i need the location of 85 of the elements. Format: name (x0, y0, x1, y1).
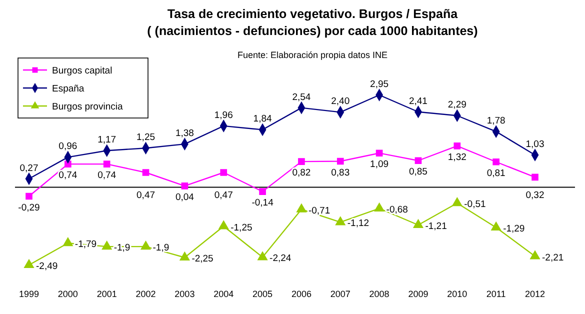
data-label: 1,38 (175, 128, 194, 140)
data-label: -1,29 (503, 224, 525, 234)
data-label: 2,41 (408, 96, 428, 107)
legend-label: Burgos capital (52, 66, 112, 76)
point (452, 198, 462, 206)
point (220, 169, 228, 176)
data-label: 0,74 (98, 170, 116, 182)
data-label: 0,83 (331, 167, 350, 178)
x-tick-label: 2010 (447, 289, 468, 299)
legend-label: Burgos provincia (52, 102, 124, 112)
point (103, 160, 110, 168)
x-tick-label: 2012 (524, 289, 546, 299)
point (181, 182, 188, 190)
x-tick-label: 2001 (96, 289, 117, 299)
data-label: 1,84 (253, 114, 272, 125)
data-label: -0,29 (18, 202, 40, 214)
data-label: 1,09 (370, 159, 389, 170)
point (491, 222, 502, 231)
data-label: 2,29 (448, 100, 466, 111)
point (102, 240, 112, 250)
data-label: -2,25 (192, 254, 214, 264)
data-label: -0,68 (386, 204, 408, 216)
x-tick-label: 2009 (408, 289, 428, 299)
point (335, 216, 346, 226)
data-label: -1,21 (425, 221, 447, 232)
data-label: 1,17 (98, 134, 116, 146)
data-label: 1,25 (136, 132, 156, 144)
data-label: -1,12 (347, 218, 370, 230)
chart-title: Tasa de crecimiento vegetativo. Burgos / España ( (nacimientos - defunciones) por cada 1000 habitantes) (147, 7, 478, 38)
x-tick-label: 1999 (18, 289, 40, 299)
point (454, 142, 461, 150)
x-tick-label: 2000 (58, 289, 78, 299)
data-label: -2,24 (270, 253, 292, 264)
point (180, 252, 190, 261)
x-tick-label: 2008 (369, 289, 390, 299)
point (142, 169, 150, 176)
point (376, 150, 383, 157)
point (414, 157, 422, 164)
data-label: 0,96 (58, 141, 78, 152)
x-tick-label: 2011 (486, 289, 506, 299)
x-tick-label: 2005 (252, 289, 273, 299)
data-label: -0,71 (308, 205, 330, 216)
data-label: 0,82 (292, 168, 311, 179)
data-label: -2,21 (542, 252, 564, 264)
data-label: 2,54 (292, 92, 311, 103)
point (298, 158, 305, 165)
point (62, 238, 73, 246)
x-tick-label: 2006 (291, 289, 312, 299)
data-label: 1,03 (526, 139, 544, 150)
legend-label: España (52, 84, 85, 94)
point (24, 259, 34, 268)
data-label: -2,49 (36, 261, 58, 272)
data-label: 0,47 (214, 190, 233, 202)
point (296, 204, 306, 212)
x-tick-label: 2002 (136, 289, 156, 299)
data-label: 0,85 (408, 166, 428, 178)
point (140, 240, 151, 250)
data-label: 1,78 (486, 116, 506, 127)
data-label: 1,96 (214, 110, 233, 121)
data-label: -1,25 (230, 222, 252, 234)
data-label: 0,04 (175, 192, 194, 203)
data-label: -0,14 (252, 198, 274, 209)
point (530, 250, 540, 260)
x-tick-label: 2003 (174, 289, 195, 299)
data-label: 0,81 (486, 168, 506, 179)
data-label: 0,32 (526, 190, 544, 202)
data-label: 0,47 (136, 190, 156, 202)
point (258, 252, 268, 260)
data-label: 0,74 (58, 170, 78, 182)
point (218, 220, 229, 230)
data-label: 2,95 (370, 79, 389, 90)
data-label: -0,51 (464, 199, 486, 210)
data-label: 0,27 (20, 162, 38, 174)
point (492, 158, 500, 166)
source-note: Fuente: Elaboración propia datos INE (237, 50, 388, 60)
x-tick-label: 2007 (330, 289, 350, 299)
point (336, 158, 344, 165)
point (26, 192, 32, 200)
x-tick-label: 2004 (214, 289, 234, 299)
data-label: 2,40 (331, 96, 350, 108)
point (413, 219, 424, 228)
point (259, 188, 266, 195)
data-label: 1,32 (448, 152, 466, 163)
point (532, 174, 538, 181)
point (374, 202, 384, 212)
